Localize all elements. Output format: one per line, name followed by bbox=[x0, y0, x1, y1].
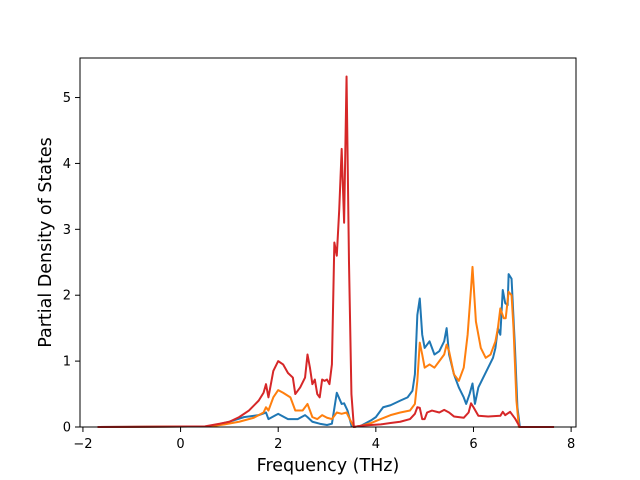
x-tick-label: −2 bbox=[73, 437, 92, 452]
x-tick-label: 0 bbox=[176, 437, 184, 452]
x-axis-label: Frequency (THz) bbox=[257, 456, 400, 476]
plot-frame bbox=[79, 57, 577, 428]
y-axis-ticks: 0 1 2 3 4 5 bbox=[63, 91, 80, 436]
y-tick-label: 5 bbox=[63, 91, 71, 106]
y-tick-label: 2 bbox=[63, 289, 71, 304]
series-layer bbox=[97, 75, 555, 428]
x-axis-ticks: −2 0 2 4 6 8 bbox=[73, 427, 575, 452]
x-tick-label: 2 bbox=[274, 437, 282, 452]
x-tick-label: 4 bbox=[372, 437, 380, 452]
y-tick-label: 1 bbox=[63, 355, 71, 370]
plot-background bbox=[80, 58, 576, 427]
y-tick-label: 0 bbox=[63, 421, 71, 436]
x-tick-label: 8 bbox=[567, 437, 575, 452]
y-tick-label: 4 bbox=[63, 157, 71, 172]
series-line-1 bbox=[97, 273, 555, 428]
series-line-3 bbox=[97, 75, 555, 428]
y-tick-label: 3 bbox=[63, 223, 71, 238]
x-tick-label: 6 bbox=[469, 437, 477, 452]
y-axis-label: Partial Density of States bbox=[36, 137, 56, 348]
series-line-2 bbox=[97, 265, 555, 428]
